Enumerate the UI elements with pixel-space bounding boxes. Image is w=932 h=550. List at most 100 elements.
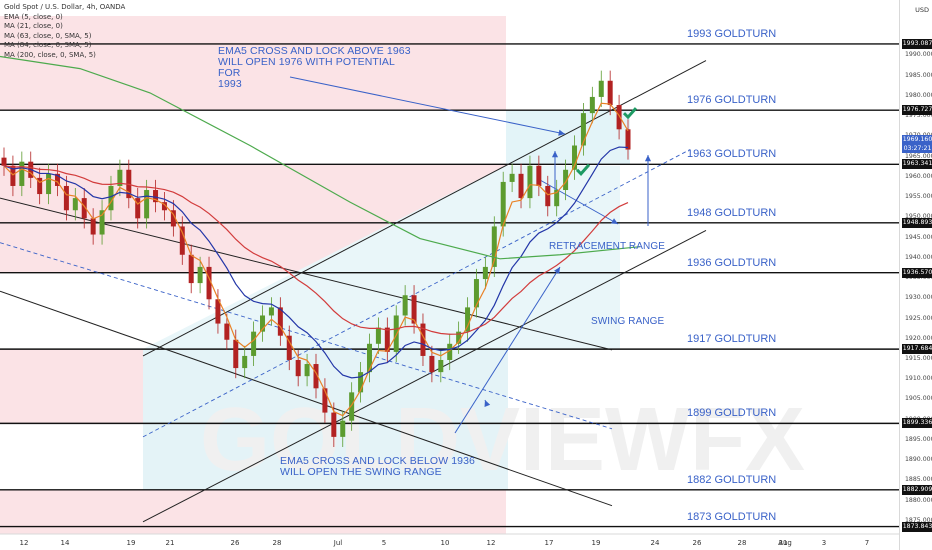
level-price-tag: 1976.727: [902, 105, 932, 116]
candle-body: [349, 392, 355, 421]
y-tick-label: 1930.000: [905, 294, 932, 302]
candle-body: [322, 388, 328, 413]
x-tick-label: 12: [487, 539, 496, 547]
x-tick-label: Jul: [333, 539, 343, 547]
price-axis[interactable]: USD 1990.0001985.0001980.0001975.0001970…: [899, 0, 932, 550]
candle-body: [411, 295, 417, 324]
level-price-tag: 1873.843: [902, 521, 932, 532]
y-tick-label: 1985.000: [905, 71, 932, 79]
y-tick-label: 1965.000: [905, 152, 932, 160]
check-icon-1976: [622, 107, 638, 120]
arrow-swing-up-head: [554, 267, 560, 274]
y-tick-label: 1955.000: [905, 193, 932, 201]
ascending-channel-upper: [142, 60, 707, 357]
candle-body: [375, 327, 381, 344]
candle-body: [233, 339, 239, 369]
candle-body: [206, 266, 212, 300]
y-tick-label: 1910.000: [905, 375, 932, 383]
upper-pink-zone: [0, 16, 506, 111]
x-tick-label: Aug: [778, 539, 792, 547]
candle-body: [429, 355, 435, 373]
current-price: 1969.160: [902, 135, 932, 143]
candle-body: [438, 359, 444, 373]
y-tick-label: 1915.000: [905, 354, 932, 362]
candle-countdown: 03:27:21: [903, 144, 932, 152]
legend-ma200: MA (200, close, 0, SMA, 5): [4, 50, 96, 59]
candle-body: [268, 307, 274, 316]
y-tick-label: 1980.000: [905, 91, 932, 99]
legend-title: Gold Spot / U.S. Dollar, 4h, OANDA: [4, 3, 126, 11]
ma200-line: [0, 55, 641, 260]
legend-ma63: MA (63, close, 0, SMA, 5): [4, 31, 92, 40]
descending-channel-mid: [0, 242, 613, 430]
level-price-tag: 1917.684: [902, 344, 932, 355]
candle-body: [81, 198, 87, 219]
y-tick-label: 1905.000: [905, 395, 932, 403]
candle-body: [260, 315, 266, 332]
candle-body: [518, 173, 524, 199]
candle-body: [277, 307, 283, 336]
y-tick-label: 1890.000: [905, 456, 932, 464]
arrow-small-up-head: [551, 151, 559, 158]
y-tick-label: 1895.000: [905, 435, 932, 443]
candle-body: [500, 181, 506, 227]
candle-body: [527, 165, 533, 199]
arrow-target-up-head: [644, 155, 652, 162]
level-label: 1963 GOLDTURN: [687, 148, 777, 161]
x-tick-label: 17: [545, 539, 554, 547]
candle-body: [456, 331, 462, 344]
candle-body: [153, 190, 159, 203]
y-tick-label: 1945.000: [905, 233, 932, 241]
candle-body: [313, 364, 319, 389]
x-tick-label: 10: [441, 539, 450, 547]
candle-body: [572, 145, 578, 170]
candle-body: [1, 157, 7, 166]
candle-body: [304, 364, 310, 377]
candle-body: [491, 226, 497, 267]
x-tick-label: 31: [779, 539, 788, 547]
candle-body: [420, 323, 426, 356]
level-price-tag: 1963.341: [902, 159, 932, 170]
y-tick-label: 1960.000: [905, 172, 932, 180]
candle-body: [108, 185, 114, 211]
candle-body: [536, 165, 542, 186]
x-tick-label: 28: [738, 539, 747, 547]
candle-body: [473, 279, 479, 308]
x-tick-label: 26: [231, 539, 240, 547]
y-tick-label: 1940.000: [905, 253, 932, 261]
bottom-pink-zone: [0, 489, 506, 534]
level-price-tag: 1936.570: [902, 267, 932, 278]
arrow-dummy-head: [484, 400, 491, 407]
candle-body: [563, 169, 569, 191]
axis-unit: USD: [915, 6, 929, 14]
level-label: 1936 GOLDTURN: [687, 256, 777, 269]
candle-body: [509, 173, 515, 182]
candle-body: [465, 307, 471, 332]
candle-body: [224, 323, 230, 340]
candle-body: [358, 372, 364, 393]
level-price-tag: 1993.087: [902, 38, 932, 49]
candle-body: [295, 359, 301, 377]
y-tick-label: 1990.000: [905, 51, 932, 59]
candle-body: [161, 202, 167, 211]
candle-body: [37, 177, 43, 195]
candle-body: [135, 198, 141, 219]
candle-body: [554, 190, 560, 207]
level-label: 1873 GOLDTURN: [687, 510, 777, 523]
candle-body: [598, 80, 604, 97]
ma21-line: [3, 146, 629, 379]
x-tick-label: 14: [61, 539, 70, 547]
candle-body: [54, 173, 60, 186]
ascending-channel-lower: [142, 230, 707, 523]
arrow-to-1963-head: [558, 129, 565, 136]
x-tick-label: 26: [693, 539, 702, 547]
legend-ma21: MA (21, close, 0): [4, 22, 63, 31]
legend-ema5: EMA (5, close, 0): [4, 12, 63, 21]
arrow-to-1963: [289, 76, 566, 135]
candle-body: [90, 218, 96, 235]
level-label: 1882 GOLDTURN: [687, 473, 777, 486]
annotation-upper: EMA5 CROSS AND LOCK ABOVE 1963 WILL OPEN…: [218, 45, 411, 90]
cyan-zone-lower: [143, 423, 508, 490]
